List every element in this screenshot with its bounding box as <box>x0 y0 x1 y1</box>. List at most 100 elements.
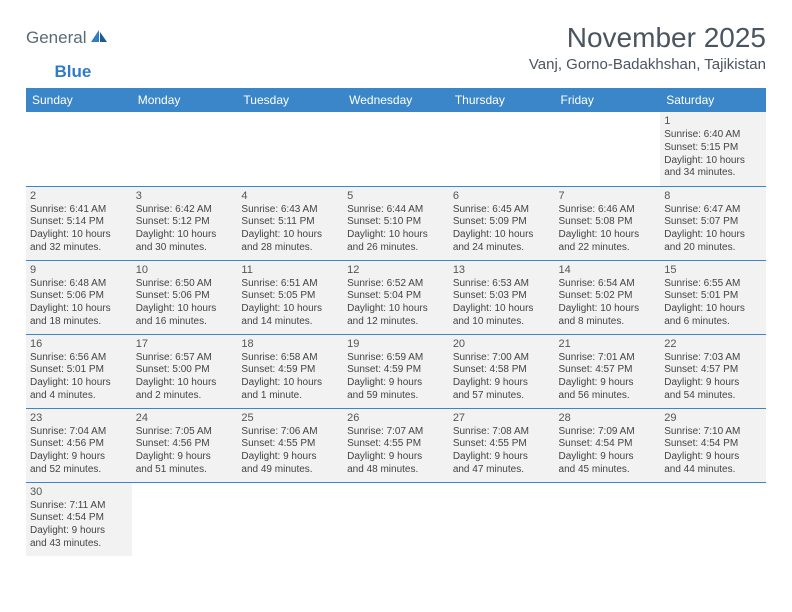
day-number: 14 <box>559 263 657 277</box>
day-daylight1: Daylight: 10 hours <box>664 229 762 242</box>
calendar-day: 29Sunrise: 7:10 AMSunset: 4:54 PMDayligh… <box>660 408 766 482</box>
day-number: 15 <box>664 263 762 277</box>
calendar-body: 1Sunrise: 6:40 AMSunset: 5:15 PMDaylight… <box>26 112 766 556</box>
day-daylight1: Daylight: 10 hours <box>347 303 445 316</box>
location-subtitle: Vanj, Gorno-Badakhshan, Tajikistan <box>529 56 766 73</box>
calendar-day: 24Sunrise: 7:05 AMSunset: 4:56 PMDayligh… <box>132 408 238 482</box>
day-daylight1: Daylight: 9 hours <box>453 451 551 464</box>
day-sunset: Sunset: 5:09 PM <box>453 216 551 229</box>
calendar-day: 8Sunrise: 6:47 AMSunset: 5:07 PMDaylight… <box>660 186 766 260</box>
calendar-empty <box>555 112 661 186</box>
day-sunrise: Sunrise: 6:41 AM <box>30 204 128 217</box>
day-sunrise: Sunrise: 7:00 AM <box>453 352 551 365</box>
day-daylight1: Daylight: 10 hours <box>664 155 762 168</box>
day-sunset: Sunset: 4:56 PM <box>136 438 234 451</box>
day-daylight2: and 44 minutes. <box>664 464 762 477</box>
calendar-day: 25Sunrise: 7:06 AMSunset: 4:55 PMDayligh… <box>237 408 343 482</box>
day-daylight2: and 10 minutes. <box>453 316 551 329</box>
day-sunrise: Sunrise: 6:48 AM <box>30 278 128 291</box>
day-daylight2: and 28 minutes. <box>241 242 339 255</box>
day-number: 7 <box>559 189 657 203</box>
weekday-row: SundayMondayTuesdayWednesdayThursdayFrid… <box>26 88 766 112</box>
day-daylight2: and 26 minutes. <box>347 242 445 255</box>
calendar-day: 2Sunrise: 6:41 AMSunset: 5:14 PMDaylight… <box>26 186 132 260</box>
day-sunset: Sunset: 4:55 PM <box>241 438 339 451</box>
weekday-header: Monday <box>132 88 238 112</box>
day-daylight2: and 34 minutes. <box>664 167 762 180</box>
day-daylight1: Daylight: 10 hours <box>453 229 551 242</box>
calendar-day: 11Sunrise: 6:51 AMSunset: 5:05 PMDayligh… <box>237 260 343 334</box>
day-daylight2: and 51 minutes. <box>136 464 234 477</box>
day-number: 2 <box>30 189 128 203</box>
day-sunset: Sunset: 5:07 PM <box>664 216 762 229</box>
calendar-day: 6Sunrise: 6:45 AMSunset: 5:09 PMDaylight… <box>449 186 555 260</box>
day-daylight2: and 1 minute. <box>241 390 339 403</box>
day-daylight1: Daylight: 10 hours <box>347 229 445 242</box>
day-daylight2: and 14 minutes. <box>241 316 339 329</box>
day-number: 29 <box>664 411 762 425</box>
calendar-day: 3Sunrise: 6:42 AMSunset: 5:12 PMDaylight… <box>132 186 238 260</box>
weekday-header: Tuesday <box>237 88 343 112</box>
brand-part1: General <box>26 29 86 46</box>
day-sunset: Sunset: 4:55 PM <box>453 438 551 451</box>
calendar-empty <box>237 112 343 186</box>
day-sunset: Sunset: 5:01 PM <box>664 290 762 303</box>
day-sunrise: Sunrise: 7:11 AM <box>30 500 128 513</box>
calendar-day: 28Sunrise: 7:09 AMSunset: 4:54 PMDayligh… <box>555 408 661 482</box>
calendar-day: 18Sunrise: 6:58 AMSunset: 4:59 PMDayligh… <box>237 334 343 408</box>
day-daylight2: and 16 minutes. <box>136 316 234 329</box>
day-sunset: Sunset: 5:06 PM <box>136 290 234 303</box>
calendar-day: 22Sunrise: 7:03 AMSunset: 4:57 PMDayligh… <box>660 334 766 408</box>
day-number: 24 <box>136 411 234 425</box>
calendar-empty <box>555 482 661 556</box>
day-daylight1: Daylight: 9 hours <box>136 451 234 464</box>
calendar-day: 9Sunrise: 6:48 AMSunset: 5:06 PMDaylight… <box>26 260 132 334</box>
calendar-empty <box>660 482 766 556</box>
day-number: 11 <box>241 263 339 277</box>
calendar-day: 7Sunrise: 6:46 AMSunset: 5:08 PMDaylight… <box>555 186 661 260</box>
calendar-day: 10Sunrise: 6:50 AMSunset: 5:06 PMDayligh… <box>132 260 238 334</box>
weekday-header: Thursday <box>449 88 555 112</box>
day-sunset: Sunset: 5:03 PM <box>453 290 551 303</box>
day-sunset: Sunset: 4:58 PM <box>453 364 551 377</box>
day-daylight1: Daylight: 10 hours <box>136 229 234 242</box>
day-daylight2: and 6 minutes. <box>664 316 762 329</box>
calendar-day: 27Sunrise: 7:08 AMSunset: 4:55 PMDayligh… <box>449 408 555 482</box>
day-number: 13 <box>453 263 551 277</box>
day-number: 1 <box>664 114 762 128</box>
day-number: 20 <box>453 337 551 351</box>
day-number: 5 <box>347 189 445 203</box>
calendar-empty <box>237 482 343 556</box>
day-sunset: Sunset: 5:01 PM <box>30 364 128 377</box>
day-daylight2: and 22 minutes. <box>559 242 657 255</box>
day-daylight1: Daylight: 10 hours <box>30 303 128 316</box>
calendar-day: 21Sunrise: 7:01 AMSunset: 4:57 PMDayligh… <box>555 334 661 408</box>
day-daylight2: and 52 minutes. <box>30 464 128 477</box>
brand-logo: General <box>26 22 111 47</box>
calendar-day: 16Sunrise: 6:56 AMSunset: 5:01 PMDayligh… <box>26 334 132 408</box>
calendar-day: 12Sunrise: 6:52 AMSunset: 5:04 PMDayligh… <box>343 260 449 334</box>
day-number: 3 <box>136 189 234 203</box>
day-sunset: Sunset: 4:57 PM <box>664 364 762 377</box>
calendar-day: 20Sunrise: 7:00 AMSunset: 4:58 PMDayligh… <box>449 334 555 408</box>
day-daylight1: Daylight: 9 hours <box>347 377 445 390</box>
day-sunrise: Sunrise: 6:50 AM <box>136 278 234 291</box>
day-daylight2: and 47 minutes. <box>453 464 551 477</box>
day-sunrise: Sunrise: 6:47 AM <box>664 204 762 217</box>
day-sunset: Sunset: 5:04 PM <box>347 290 445 303</box>
day-daylight2: and 20 minutes. <box>664 242 762 255</box>
day-daylight2: and 2 minutes. <box>136 390 234 403</box>
day-number: 27 <box>453 411 551 425</box>
day-number: 6 <box>453 189 551 203</box>
day-number: 17 <box>136 337 234 351</box>
day-number: 21 <box>559 337 657 351</box>
day-number: 16 <box>30 337 128 351</box>
day-sunset: Sunset: 4:55 PM <box>347 438 445 451</box>
day-daylight2: and 56 minutes. <box>559 390 657 403</box>
calendar-day: 5Sunrise: 6:44 AMSunset: 5:10 PMDaylight… <box>343 186 449 260</box>
sail-icon <box>89 28 109 49</box>
calendar-day: 23Sunrise: 7:04 AMSunset: 4:56 PMDayligh… <box>26 408 132 482</box>
day-number: 25 <box>241 411 339 425</box>
brand-part2: Blue <box>54 63 91 80</box>
day-sunset: Sunset: 5:15 PM <box>664 142 762 155</box>
